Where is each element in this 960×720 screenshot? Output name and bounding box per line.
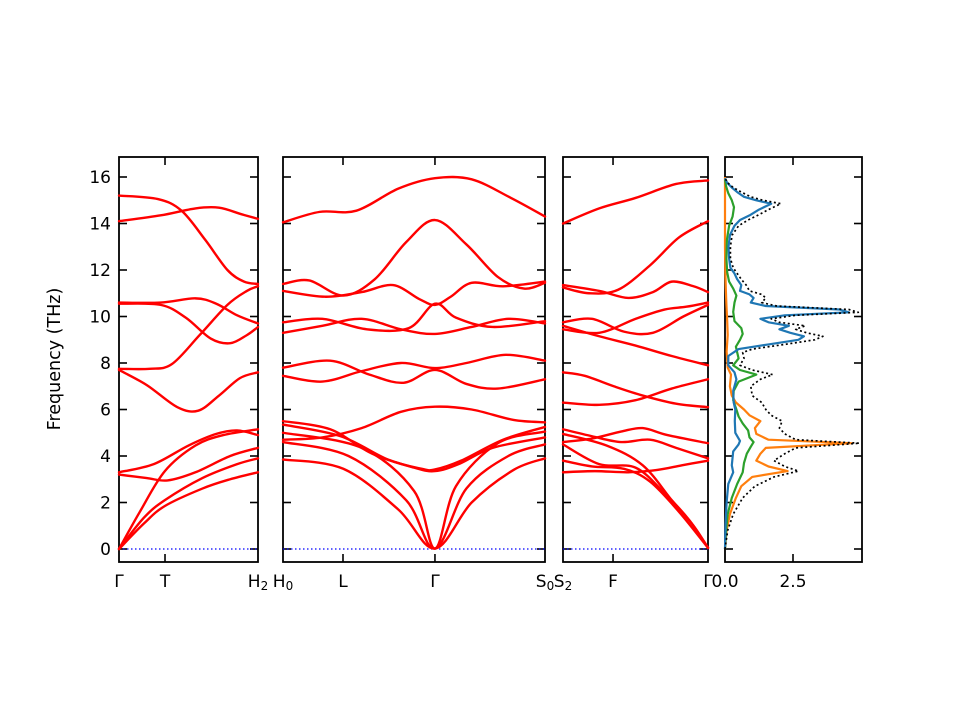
kpoint-label: H2 (248, 572, 268, 593)
y-tick-label: 8 (100, 354, 111, 374)
phonon-band-curve (281, 175, 547, 224)
phonon-band-curve (281, 423, 547, 472)
phonon-band-curve (561, 426, 710, 445)
phonon-band-curve (561, 459, 710, 474)
y-tick-label: 16 (89, 168, 111, 188)
phonon-band-curve (281, 457, 547, 550)
band-panel-2: H0 L Γ S0 (273, 156, 554, 593)
band-panel-3: S2 F Γ (554, 156, 713, 593)
band-panel-2-frame (282, 156, 546, 563)
y-tick-label: 2 (100, 494, 111, 514)
kpoint-label: L (338, 572, 348, 592)
phonon-band-curve (117, 428, 260, 551)
phonon-band-curve (117, 302, 260, 345)
dos-panel: 0.0 2.5 (711, 156, 863, 592)
dos-curve-total-dos-dotted (724, 177, 861, 550)
y-tick-label: 12 (89, 261, 111, 281)
dos-curve-pdos-blue (723, 177, 850, 550)
phonon-band-curve (117, 471, 260, 551)
phonon-band-curve (561, 459, 710, 550)
kpoint-label: Γ (430, 572, 440, 592)
phonon-band-curve (117, 194, 260, 286)
phonon-band-curve (561, 432, 710, 550)
phonon-band-curve (281, 280, 547, 307)
kpoint-label: S2 (554, 572, 572, 593)
y-tick-label: 0 (100, 540, 111, 560)
dos-x-tick-label: 2.5 (779, 572, 806, 592)
phonon-band-curve (117, 368, 260, 413)
band-panel-1: 0 2 4 6 8 10 12 14 16 Γ T H2 (89, 156, 268, 593)
dos-curve-pdos-orange (723, 177, 853, 550)
y-tick-label: 4 (100, 447, 111, 467)
phonon-band-curve (117, 205, 260, 223)
phonon-band-curve (281, 317, 547, 336)
phonon-band-curve (117, 297, 260, 325)
dos-x-tick-label: 0.0 (711, 572, 738, 592)
phonon-band-curve (561, 280, 710, 300)
phonon-band-curve (281, 353, 547, 383)
kpoint-label: F (608, 572, 618, 592)
kpoint-label: Γ (703, 572, 713, 592)
dos-curve-pdos-green (723, 179, 758, 550)
phonon-band-curve (561, 219, 710, 295)
y-tick-label: 14 (89, 215, 111, 235)
phonon-band-curve (117, 285, 260, 371)
kpoint-label: S0 (536, 572, 554, 593)
phonon-band-curve (281, 405, 547, 441)
phonon-band-curve (561, 301, 710, 335)
phonon-band-curve (117, 446, 260, 482)
phonon-band-curve (561, 428, 710, 460)
phonon-band-curve (281, 359, 547, 390)
y-tick-label: 6 (100, 401, 111, 421)
phonon-band-curve (561, 378, 710, 407)
kpoint-label: Γ (114, 572, 124, 592)
kpoint-label: H0 (273, 572, 293, 593)
phonon-band-curve (117, 457, 260, 551)
phonon-band-curve (561, 303, 710, 336)
band-panel-1-frame (118, 156, 259, 563)
phonon-band-curve (117, 429, 260, 474)
band-panel-3-frame (562, 156, 709, 563)
phonon-band-curve (281, 218, 547, 297)
phonon-band-curve (561, 179, 710, 225)
phonon-band-curve (561, 371, 710, 409)
y-tick-label: 10 (89, 308, 111, 328)
phonon-band-curve (281, 302, 547, 333)
phonon-band-curve (281, 440, 547, 550)
kpoint-label: T (159, 572, 171, 592)
